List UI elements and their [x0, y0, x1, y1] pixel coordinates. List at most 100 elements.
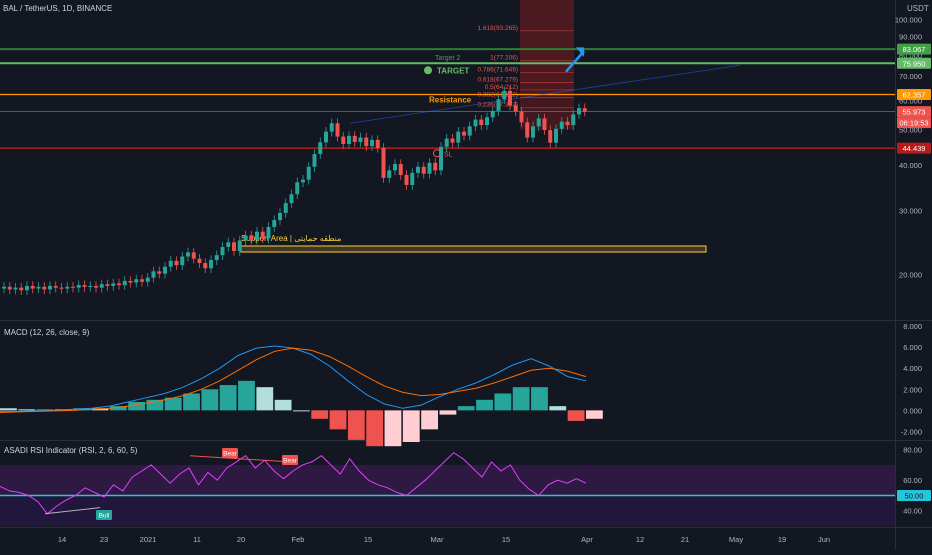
candle-body: [490, 110, 495, 118]
macd-histogram-bar: [329, 410, 347, 430]
fib-zone-upper: [520, 0, 574, 95]
candle-body: [53, 285, 58, 288]
macd-histogram-bar: [274, 399, 292, 411]
price-label-bg: [897, 117, 931, 129]
target2-label: Target 2: [435, 55, 460, 62]
rsi-title: ASADI RSI Indicator (RSI, 2, 6, 60, 5): [4, 446, 138, 455]
support-area-box: [240, 245, 707, 253]
candle-body: [485, 117, 489, 126]
macd-histogram-bar: [256, 387, 274, 411]
candle-body: [467, 126, 472, 136]
candle-body: [214, 255, 219, 261]
time-tick: 14: [58, 535, 66, 544]
rsi-tick: 80.00: [903, 446, 922, 455]
candle-body: [30, 285, 35, 289]
price-label-bg: [897, 57, 931, 69]
price-label: 44.439: [903, 144, 926, 153]
macd-histogram-bar: [146, 399, 164, 411]
bull-divergence-line: [44, 507, 101, 515]
candle-body: [393, 163, 397, 171]
candle-body: [105, 284, 110, 286]
candle-body: [513, 105, 518, 112]
candle-body: [163, 266, 167, 274]
macd-histogram-bar: [494, 393, 512, 411]
candle-body: [410, 172, 415, 185]
candle-body: [577, 108, 581, 115]
time-tick: 15: [502, 535, 510, 544]
macd-histogram-bar: [384, 410, 402, 447]
price-tick: 90.000: [899, 32, 922, 41]
candle-body: [36, 286, 41, 289]
candle-body: [324, 131, 328, 143]
candle-body: [496, 99, 501, 111]
fib-label: 0.5(64.212): [485, 84, 518, 91]
bear-label-bg: [282, 455, 298, 465]
fib-label: 1.618(93.265): [478, 25, 518, 32]
time-tick: 19: [778, 535, 786, 544]
candle-body: [226, 242, 231, 247]
candle-body: [519, 111, 524, 123]
candle-body: [289, 194, 294, 204]
candle-body: [191, 252, 196, 259]
time-tick: Mar: [431, 535, 444, 544]
candle-body: [209, 260, 213, 269]
candle-body: [548, 130, 553, 143]
candle-body: [2, 286, 6, 289]
candle-body: [128, 280, 133, 283]
signal-line: [0, 347, 587, 413]
candle-body: [71, 286, 75, 288]
time-tick: May: [729, 535, 743, 544]
candle-body: [266, 226, 271, 239]
macd-histogram-bar: [457, 406, 475, 411]
rsi-tick: 60.00: [903, 476, 922, 485]
macd-histogram-bar: [219, 385, 237, 411]
price-tick: 80.000: [899, 51, 922, 60]
candle-body: [255, 231, 259, 240]
time-tick: 2021: [140, 535, 157, 544]
macd-histogram-bar: [238, 380, 255, 411]
macd-histogram-bar: [36, 409, 54, 411]
candle-body: [536, 118, 541, 127]
candle-body: [508, 90, 512, 106]
price-label: 55.973: [903, 108, 926, 117]
candle-body: [243, 235, 248, 241]
price-tick: 40.000: [899, 161, 922, 170]
price-label: 83.067: [903, 45, 926, 54]
candle-body: [571, 114, 576, 126]
rsi-lower-band: [0, 495, 895, 526]
candle-body: [174, 260, 179, 266]
time-tick: 12: [636, 535, 644, 544]
rsi-line: [0, 452, 587, 515]
candle-body: [352, 135, 357, 142]
candle-body: [25, 285, 29, 291]
candle-body: [387, 170, 392, 178]
bull-label: Bull: [99, 513, 110, 520]
candle-body: [479, 119, 484, 126]
target-arrow-head: [576, 47, 584, 58]
time-tick: Jun: [818, 535, 830, 544]
candle-body: [117, 283, 121, 286]
resistance-label: Resistance: [429, 95, 472, 104]
candle-body: [312, 154, 317, 167]
macd-histogram-bar: [586, 410, 603, 419]
candle-body: [347, 135, 351, 145]
price-tick: 20.000: [899, 270, 922, 279]
fib-label: 0.786(71.649): [478, 66, 518, 73]
candle-body: [220, 246, 225, 256]
candle-body: [260, 231, 265, 239]
candle-body: [157, 271, 162, 274]
candle-body: [111, 283, 116, 286]
macd-histogram-bar: [109, 406, 127, 411]
macd-histogram-bar: [402, 410, 420, 442]
candle-body: [42, 286, 47, 290]
candle-body: [76, 285, 81, 288]
candle-body: [433, 162, 438, 171]
candle-body: [7, 286, 12, 290]
target-arrow: [565, 50, 585, 73]
candle-body: [502, 90, 507, 100]
macd-histogram-bar: [347, 410, 365, 440]
fib-label: 1(77.206): [490, 55, 518, 62]
macd-histogram-bar: [293, 410, 310, 412]
